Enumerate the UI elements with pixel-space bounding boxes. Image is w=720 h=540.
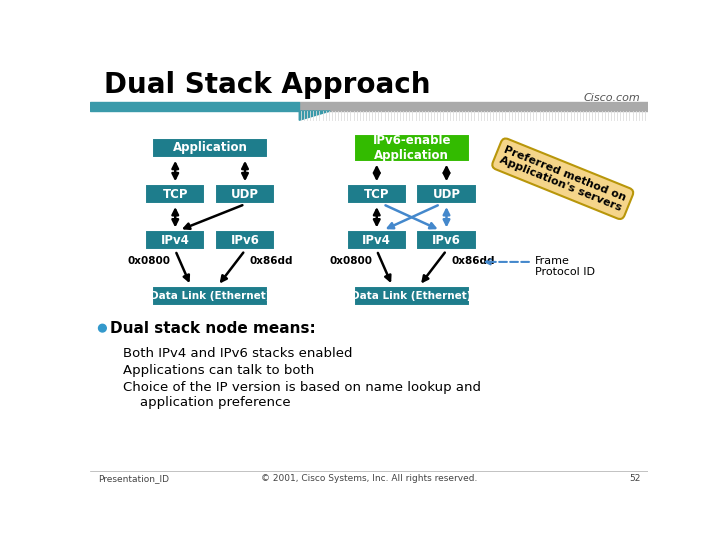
Bar xyxy=(215,231,275,251)
Text: Preferred method on
Application's servers: Preferred method on Application's server… xyxy=(498,144,627,213)
Bar xyxy=(346,184,407,204)
Text: UDP: UDP xyxy=(231,188,259,201)
Bar xyxy=(354,286,469,306)
Text: 0x86dd: 0x86dd xyxy=(451,256,495,266)
Text: Application: Application xyxy=(173,141,248,154)
Bar xyxy=(300,102,648,111)
Text: IPv6-enable
Application: IPv6-enable Application xyxy=(372,134,451,162)
Text: © 2001, Cisco Systems, Inc. All rights reserved.: © 2001, Cisco Systems, Inc. All rights r… xyxy=(261,475,477,483)
Text: Data Link (Ethernet): Data Link (Ethernet) xyxy=(351,291,472,301)
Bar xyxy=(152,286,269,306)
Text: UDP: UDP xyxy=(433,188,461,201)
Bar xyxy=(354,134,469,162)
Text: Applications can talk to both: Applications can talk to both xyxy=(122,364,314,377)
Text: IPv4: IPv4 xyxy=(362,234,391,247)
Text: TCP: TCP xyxy=(163,188,188,201)
Bar xyxy=(215,184,275,204)
Text: IPv4: IPv4 xyxy=(161,234,189,247)
Bar xyxy=(90,102,300,111)
Text: Presentation_ID: Presentation_ID xyxy=(98,475,168,483)
Text: Choice of the IP version is based on name lookup and
    application preference: Choice of the IP version is based on nam… xyxy=(122,381,480,409)
Polygon shape xyxy=(300,111,330,120)
Bar xyxy=(416,184,477,204)
Text: IPv6: IPv6 xyxy=(432,234,461,247)
Text: TCP: TCP xyxy=(364,188,390,201)
Text: Data Link (Ethernet): Data Link (Ethernet) xyxy=(150,291,271,301)
Text: 0x0800: 0x0800 xyxy=(127,256,171,266)
Text: 52: 52 xyxy=(629,475,640,483)
Text: Dual stack node means:: Dual stack node means: xyxy=(110,321,316,336)
Bar xyxy=(416,231,477,251)
Bar xyxy=(145,231,205,251)
Text: Both IPv4 and IPv6 stacks enabled: Both IPv4 and IPv6 stacks enabled xyxy=(122,347,352,360)
Bar xyxy=(145,184,205,204)
Bar xyxy=(152,138,269,158)
Circle shape xyxy=(99,325,107,332)
Text: IPv6: IPv6 xyxy=(230,234,259,247)
Text: Dual Stack Approach: Dual Stack Approach xyxy=(104,71,431,99)
Text: Frame
Protocol ID: Frame Protocol ID xyxy=(535,256,595,278)
Text: 0x86dd: 0x86dd xyxy=(250,256,293,266)
Bar xyxy=(346,231,407,251)
Text: Cisco.com: Cisco.com xyxy=(583,93,640,103)
Text: 0x0800: 0x0800 xyxy=(329,256,372,266)
